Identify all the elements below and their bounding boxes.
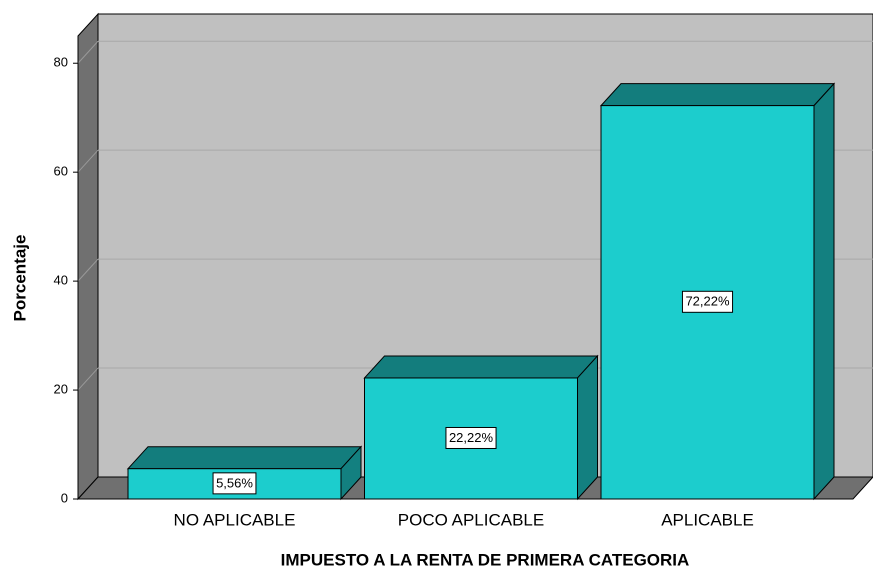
bar-top [126, 446, 363, 470]
grid-line [77, 258, 99, 282]
bar-top [363, 355, 599, 379]
grid-line [77, 367, 99, 391]
bar-side [813, 82, 835, 501]
y-tick-label: 60 [54, 164, 68, 179]
x-axis-title: IMPUESTO A LA RENTA DE PRIMERA CATEGORIA [281, 550, 690, 569]
value-label-box [212, 472, 257, 495]
grid-line [77, 149, 99, 173]
value-label: 5,56% [216, 475, 253, 490]
value-label: 72,22% [685, 294, 730, 309]
value-label-box [681, 290, 734, 313]
grid-line [77, 40, 99, 64]
y-tick-label: 0 [61, 490, 68, 505]
x-tick-label: APLICABLE [661, 510, 754, 529]
bar-side [577, 354, 598, 501]
y-tick-label: 80 [54, 55, 68, 70]
bar [599, 82, 836, 501]
value-label-box [445, 426, 497, 449]
bar-top [599, 83, 836, 107]
left-wall [77, 12, 99, 501]
value-label: 22,22% [449, 430, 494, 445]
y-tick-label: 20 [54, 381, 68, 396]
y-tick-label: 40 [54, 273, 68, 288]
x-tick-label: POCO APLICABLE [398, 510, 544, 529]
x-tick-label: NO APLICABLE [174, 510, 296, 529]
y-axis-title: Porcentaje [10, 235, 29, 322]
